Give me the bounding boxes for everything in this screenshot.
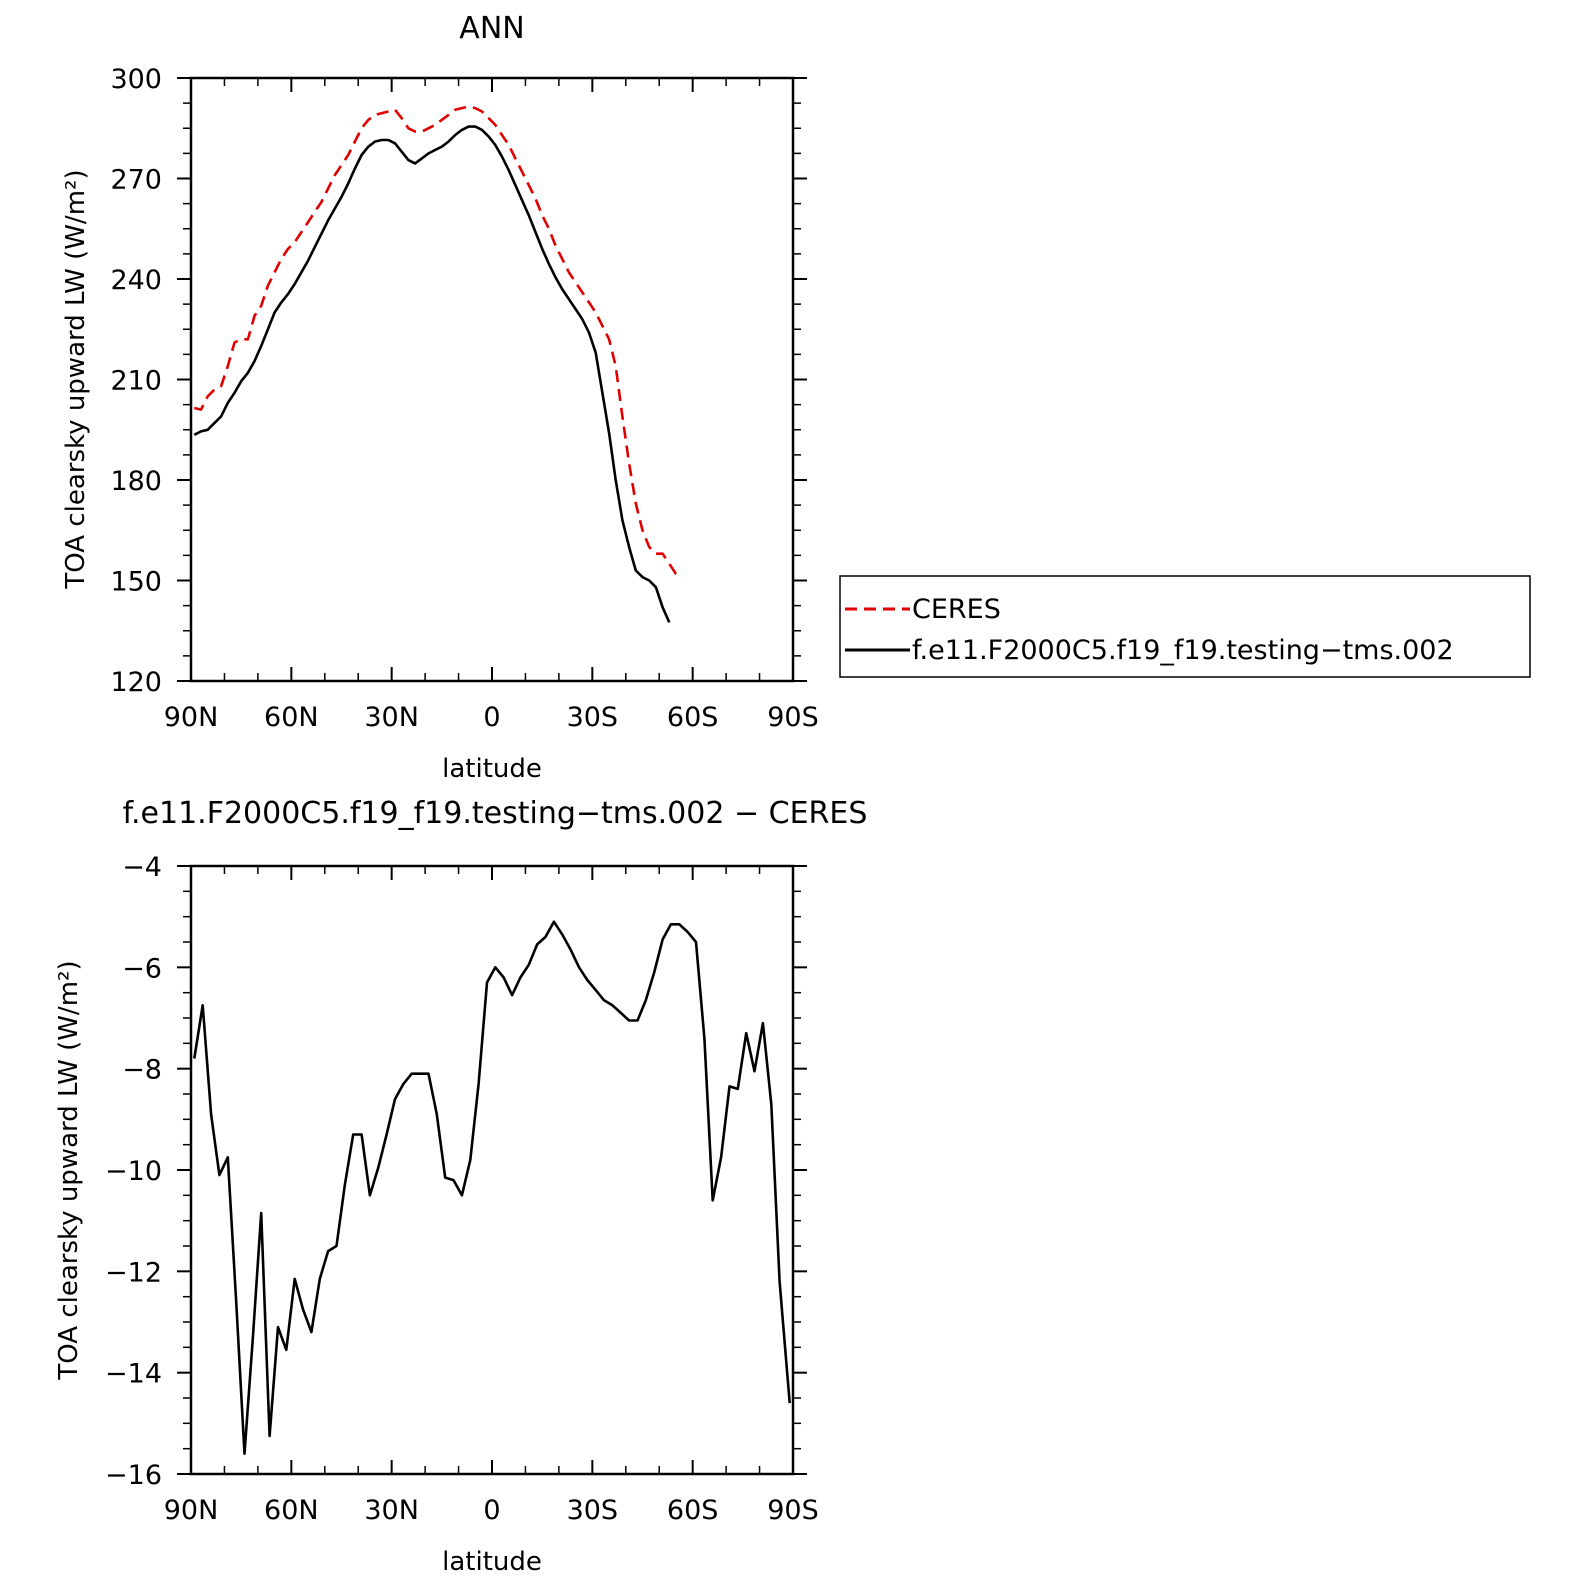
y-tick-label: 300: [110, 64, 162, 95]
x-axis-title: latitude: [442, 1547, 542, 1577]
x-tick-label: 90N: [164, 702, 219, 733]
y-tick-label: 270: [110, 165, 162, 196]
x-tick-label: 60S: [667, 702, 719, 733]
y-tick-label: −4: [122, 852, 162, 883]
chart-model-minus-ceres: f.e11.F2000C5.f19_f19.testing−tms.002 − …: [54, 796, 867, 1577]
chart-annual-mean: ANN 90N 60N 30N 0 30S 60S 90S 120 150 180 210 240 27…: [61, 11, 1531, 784]
chart-marks: [193, 105, 684, 623]
x-tick-label: 60S: [667, 1495, 719, 1526]
x-tick-label: 30N: [364, 1495, 419, 1526]
x-tick-label: 0: [483, 1495, 500, 1526]
x-axis-title: latitude: [442, 754, 542, 784]
chart-title: ANN: [459, 11, 524, 46]
x-tick-label: 60N: [264, 702, 319, 733]
y-tick-label: 120: [110, 667, 162, 698]
chart-marks: [193, 920, 791, 1455]
x-tick-label: 30N: [364, 702, 419, 733]
y-tick-label: −16: [105, 1460, 162, 1491]
x-tick-label: 60N: [264, 1495, 319, 1526]
x-tick-label: 30S: [567, 1495, 619, 1526]
plot-frame: [189, 76, 795, 683]
y-tick-label: −12: [105, 1257, 162, 1288]
series-line-1: [193, 125, 671, 623]
y-tick-label: −8: [122, 1055, 162, 1086]
legend-label-model: f.e11.F2000C5.f19_f19.testing−tms.002: [912, 635, 1454, 666]
x-tick-label: 0: [483, 702, 500, 733]
y-tick-label: −10: [105, 1156, 162, 1187]
plot-frame: [189, 864, 795, 1476]
y-axis-title: TOA clearsky upward LW (W/m²): [54, 960, 84, 1380]
legend-box: [839, 575, 1531, 678]
y-axis-title: TOA clearsky upward LW (W/m²): [61, 169, 91, 589]
chart-title: f.e11.F2000C5.f19_f19.testing−tms.002 − …: [123, 796, 868, 831]
x-tick-label: 90S: [767, 1495, 819, 1526]
y-tick-label: 240: [110, 265, 162, 296]
x-tick-label: 90N: [164, 1495, 219, 1526]
y-tick-label: 180: [110, 466, 162, 497]
y-tick-label: 210: [110, 366, 162, 397]
axis-ticks: 90N 60N 30N 0 30S 60S 90S 120 150 180 210 240 270 300: [110, 64, 818, 733]
axis-ticks: 90N 60N 30N 0 30S 60S 90S −16 −14 −12 −10 −8 −6 −4: [105, 852, 819, 1526]
legend: CERES f.e11.F2000C5.f19_f19.testing−tms.…: [839, 575, 1531, 678]
y-tick-label: 150: [110, 567, 162, 598]
x-tick-label: 90S: [767, 702, 819, 733]
legend-label-ceres: CERES: [912, 594, 1001, 625]
series-line-0: [193, 105, 684, 579]
series-line-0: [193, 920, 791, 1455]
y-tick-label: −14: [105, 1359, 162, 1390]
x-tick-label: 30S: [567, 702, 619, 733]
y-tick-label: −6: [122, 953, 162, 984]
